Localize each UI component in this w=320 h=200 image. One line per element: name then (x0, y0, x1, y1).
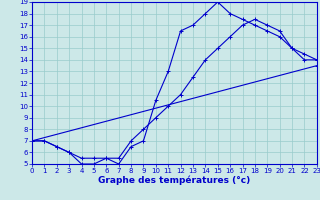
X-axis label: Graphe des températures (°c): Graphe des températures (°c) (98, 176, 251, 185)
